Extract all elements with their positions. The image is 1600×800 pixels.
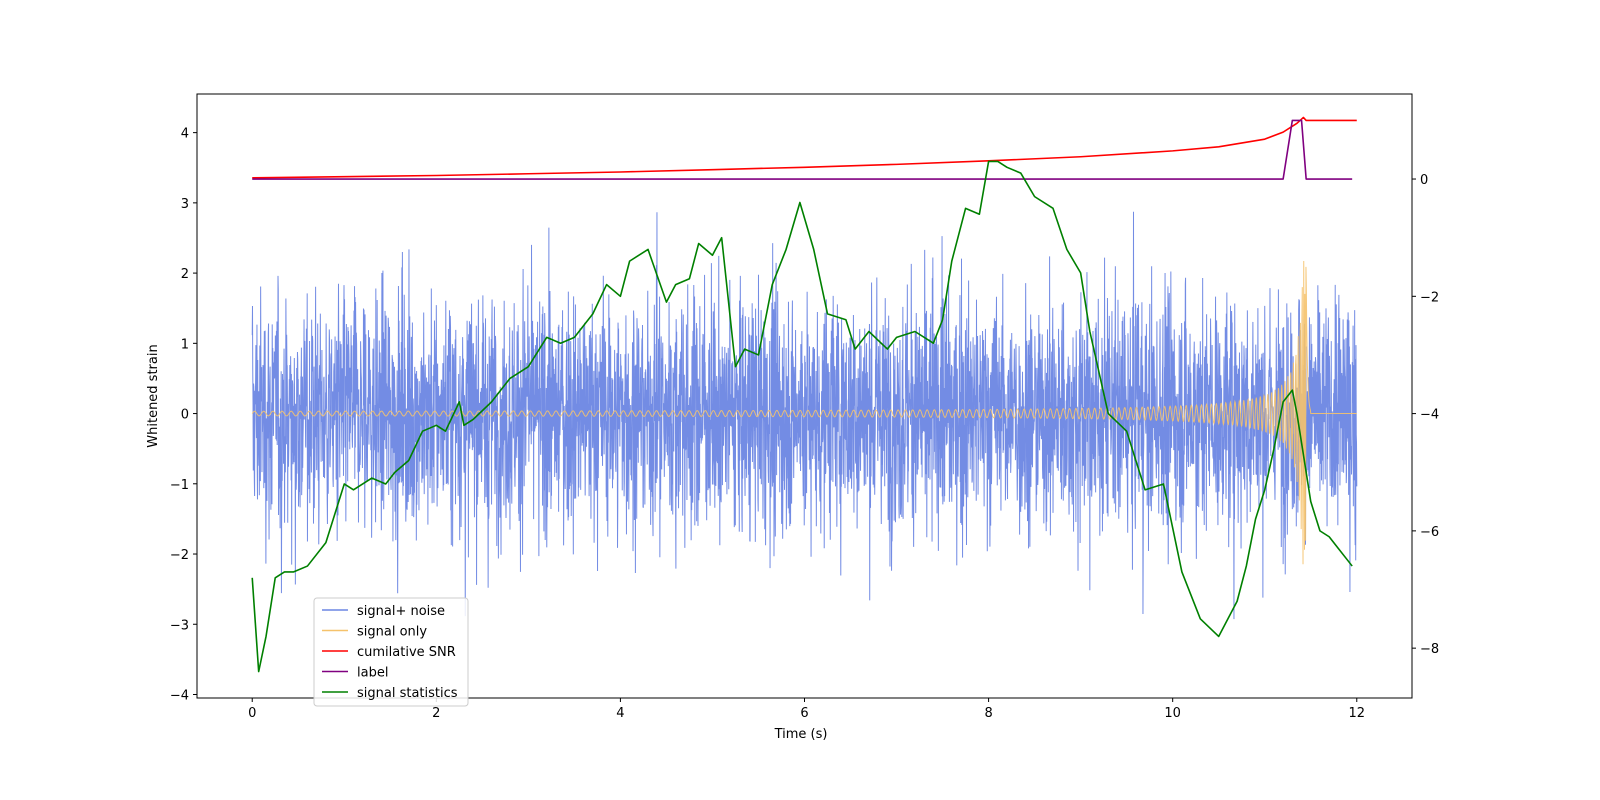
x-tick-label: 10 [1164,706,1181,721]
series-signal-only-line [251,261,1357,565]
y-tick-label-left: 4 [181,127,189,142]
y-axis-left: −4 −3 −2 −1 0 1 2 3 4 [170,127,197,703]
y-tick-label-left: 1 [181,337,189,352]
y-tick-label-left: −2 [170,548,189,563]
series-cumulative-snr-line [252,116,1357,179]
y-tick-label-left: 0 [181,408,189,423]
x-tick-label: 8 [984,706,992,721]
legend-entry: signal+ noise [357,604,445,619]
series-label-line [252,119,1353,180]
y-tick-label-left: 2 [181,267,189,282]
legend-entry: label [357,666,388,681]
y-tick-label-right: 0 [1420,173,1428,188]
series-signal-statistics-line [251,160,1353,673]
legend-box [313,597,469,707]
y-tick-label-left: −1 [170,478,189,493]
x-tick-label: 0 [248,706,256,721]
x-tick-label: 6 [800,706,808,721]
legend-entry: signal statistics [357,686,458,701]
y-axis-right: −8 −6 −4 −2 0 [1412,173,1439,657]
legend-entry: signal only [357,625,427,640]
x-tick-label: 12 [1348,706,1365,721]
x-tick-label: 2 [432,706,440,721]
y-tick-label-right: −6 [1420,525,1439,540]
y-tick-label-left: −3 [170,618,189,633]
legend: signal+ noise signal only cumilative SNR la… [313,597,469,707]
y-axis-label-left: Whitened strain [146,344,161,447]
y-tick-label-right: −8 [1420,642,1439,657]
x-tick-label: 4 [616,706,624,721]
legend-entry: cumilative SNR [357,645,456,660]
series-layer [251,116,1358,673]
y-tick-label-right: −2 [1420,290,1439,305]
y-tick-label-left: −4 [170,688,189,703]
y-tick-label-left: 3 [181,197,189,212]
x-axis-label: Time (s) [774,727,828,742]
y-tick-label-right: −4 [1420,408,1439,423]
series-signal-noise-line [251,211,1358,620]
x-axis: 0 2 4 6 8 10 12 [248,698,1365,721]
